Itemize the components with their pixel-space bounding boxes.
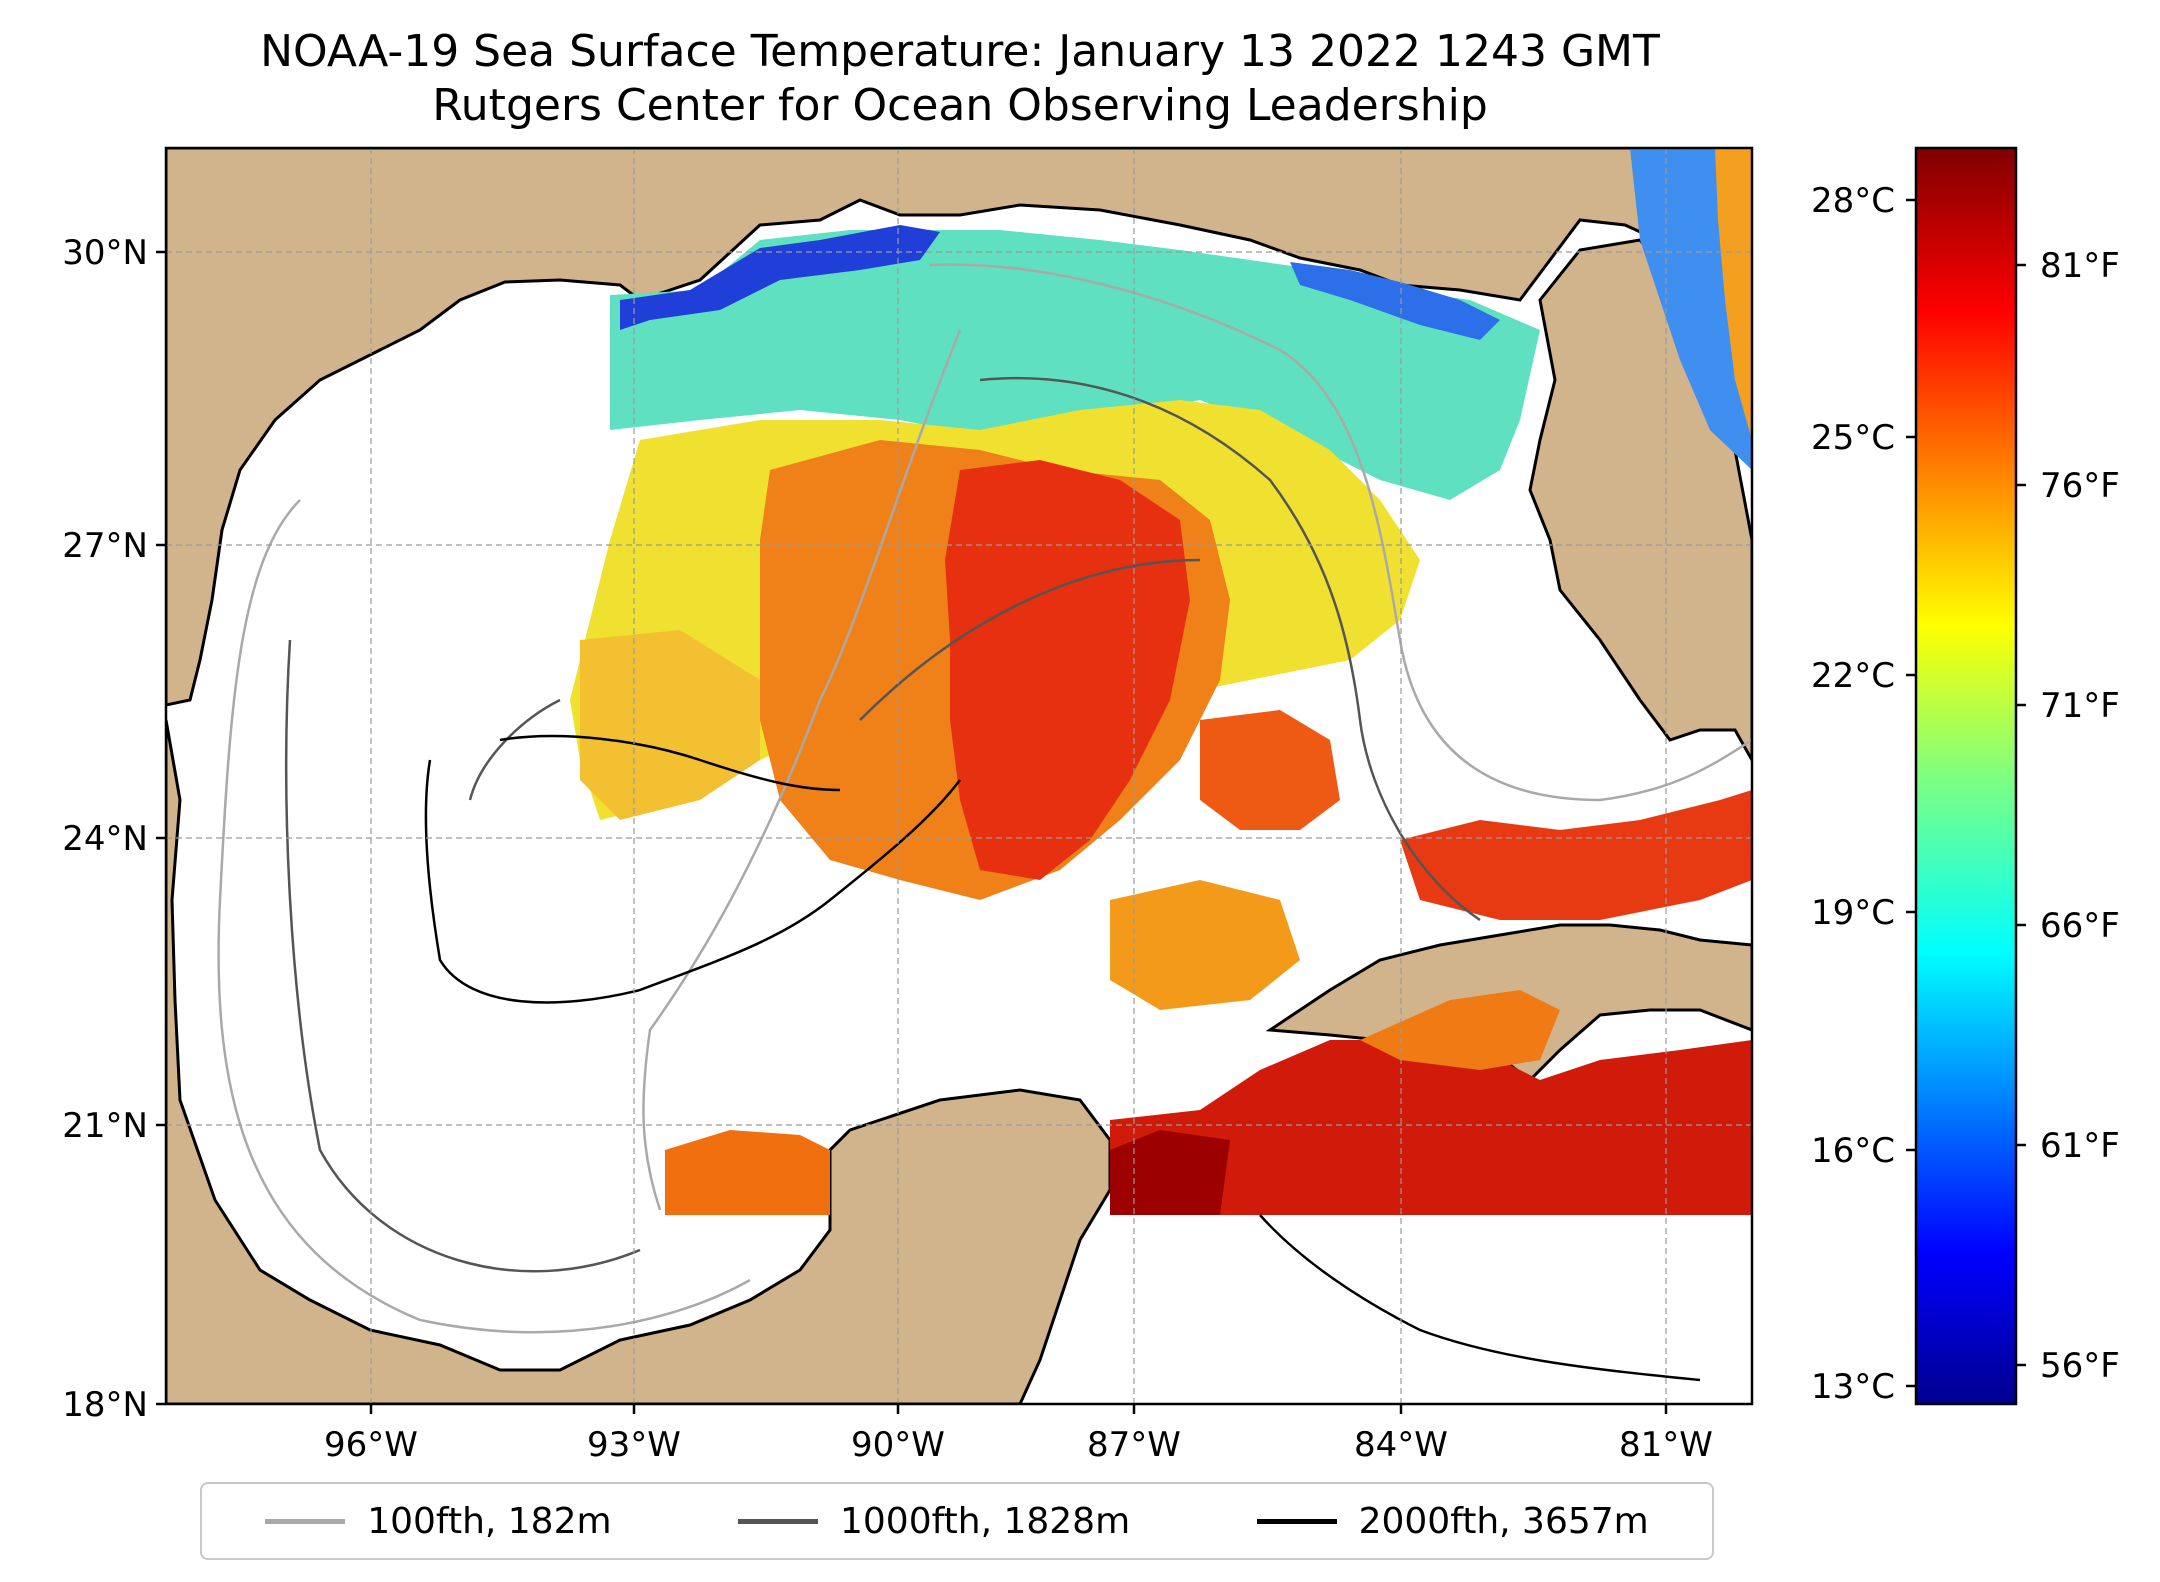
sst-warm-east (1200, 710, 1340, 830)
sst-cool-shelf (610, 230, 1540, 500)
lon-label-81w: 81°W (1619, 1425, 1713, 1465)
lon-ticks (369, 1404, 1668, 1414)
legend-swatch-100fth (265, 1518, 346, 1524)
lat-ticks (156, 250, 166, 1406)
sst-east-florida-warm (1715, 148, 1752, 440)
lon-label-93w: 93°W (587, 1425, 681, 1465)
sst-hot-caribbean (1110, 1040, 1752, 1215)
land-us-north (166, 148, 1752, 707)
legend-swatch-2000fth (1256, 1518, 1337, 1524)
colorbar-fahrenheit-ticks (2016, 263, 2026, 1367)
sst-patch-west (580, 630, 760, 820)
sst-hot-core (945, 460, 1190, 880)
lon-label-90w: 90°W (851, 1425, 945, 1465)
lon-label-84w: 84°W (1354, 1425, 1448, 1465)
land-mexico (166, 719, 1112, 1404)
colorbar-f-label-71: 71°F (2040, 686, 2120, 726)
colorbar-c-label-25: 25°C (1811, 418, 1895, 458)
land (166, 148, 1752, 1404)
colorbar-f-label-61: 61°F (2040, 1126, 2120, 1166)
sst-darkred-yucatan-channel (1110, 1130, 1230, 1215)
colorbar-f-label-76: 76°F (2040, 466, 2120, 506)
sst-patch-keys (1400, 790, 1752, 920)
colorbar-f-label-66: 66°F (2040, 906, 2120, 946)
legend-item-2000fth: 2000fth, 3657m (1256, 1500, 1649, 1542)
colorbar-c-label-19: 19°C (1811, 893, 1895, 933)
sst-cold-coast (620, 225, 940, 330)
depth-contours (217, 263, 1752, 1382)
lat-label-27n: 27°N (62, 526, 148, 566)
colorbar-f-label-81: 81°F (2040, 246, 2120, 286)
contour-2000fth (424, 734, 1701, 1382)
lat-label-18n: 18°N (62, 1385, 148, 1425)
colorbar-c-label-22: 22°C (1811, 656, 1895, 696)
sst-patch-south (1110, 880, 1300, 1010)
colorbar-celsius-ticks (1906, 198, 1916, 1388)
colorbar (1914, 146, 2018, 1406)
colorbar-c-label-13: 13°C (1811, 1367, 1895, 1407)
gridlines (166, 148, 1752, 1404)
lat-label-21n: 21°N (62, 1106, 148, 1146)
sst-orange-cuba-south (1360, 990, 1560, 1070)
map-frame (164, 146, 1754, 1406)
lat-label-30n: 30°N (62, 233, 148, 273)
depth-legend: 100fth, 182m 1000fth, 1828m 2000fth, 365… (200, 1482, 1714, 1560)
legend-label-1000fth: 1000fth, 1828m (839, 1500, 1131, 1542)
legend-label-100fth: 100fth, 182m (367, 1500, 612, 1542)
colorbar-c-label-16: 16°C (1811, 1131, 1895, 1171)
sst-cold-coast-east (1290, 262, 1500, 340)
chart-title: NOAA-19 Sea Surface Temperature: January… (260, 26, 1660, 77)
contour-100fth (217, 263, 1752, 1334)
legend-swatch-1000fth (737, 1518, 818, 1524)
colorbar-f-label-56: 56°F (2040, 1346, 2120, 1386)
lon-label-87w: 87°W (1087, 1425, 1181, 1465)
sst-campeche-warm (665, 1130, 830, 1215)
colorbar-c-label-28: 28°C (1811, 181, 1895, 221)
chart-subtitle: Rutgers Center for Ocean Observing Leade… (432, 80, 1488, 131)
lon-label-96w: 96°W (324, 1425, 418, 1465)
legend-item-100fth: 100fth, 182m (265, 1500, 612, 1542)
contour-1000fth (285, 376, 1481, 1273)
lat-label-24n: 24°N (62, 819, 148, 859)
legend-item-1000fth: 1000fth, 1828m (737, 1500, 1131, 1542)
legend-label-2000fth: 2000fth, 3657m (1358, 1500, 1649, 1542)
